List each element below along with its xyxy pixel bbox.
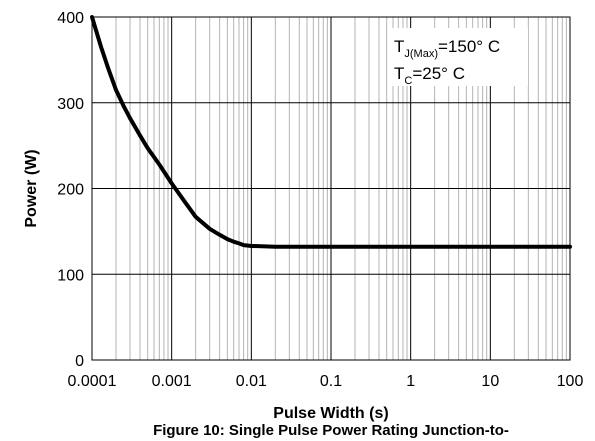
x-tick-labels: 0.0001 0.001 0.01 0.1 1 10 100 — [68, 373, 584, 390]
y-tick-label: 200 — [57, 182, 84, 199]
x-tick-label: 1 — [406, 373, 415, 390]
annotation-tj-main: T — [394, 37, 404, 56]
x-tick-label: 10 — [481, 373, 499, 390]
annotation-box — [388, 28, 528, 86]
annotation-tj-sub: J(Max) — [404, 48, 438, 60]
y-axis-title: Power (W) — [23, 149, 40, 227]
annotation-tj-max: TJ(Max)=150° C — [394, 37, 500, 60]
annotation-tc-sub: C — [404, 75, 412, 87]
annotation-tc-rest: =25° C — [412, 64, 465, 83]
annotation-tc-main: T — [394, 64, 404, 83]
y-tick-label: 400 — [57, 10, 84, 27]
y-tick-label: 300 — [57, 96, 84, 113]
plot-frame — [91, 16, 571, 361]
annotation-tj-rest: =150° C — [438, 37, 500, 56]
x-tick-label: 100 — [557, 373, 584, 390]
y-tick-label: 0 — [75, 353, 84, 370]
x-tick-label: 0.1 — [320, 373, 342, 390]
x-axis-title: Pulse Width (s) — [273, 405, 388, 422]
figure-caption: Figure 10: Single Pulse Power Rating Jun… — [153, 422, 509, 439]
x-tick-label: 0.001 — [152, 373, 192, 390]
power-curve — [90, 15, 572, 249]
y-tick-labels: 0 100 200 300 400 — [57, 10, 84, 370]
y-tick-label: 100 — [57, 267, 84, 284]
x-tick-label: 0.01 — [236, 373, 267, 390]
x-tick-label: 0.0001 — [68, 373, 117, 390]
annotation-tc: TC=25° C — [394, 64, 465, 87]
